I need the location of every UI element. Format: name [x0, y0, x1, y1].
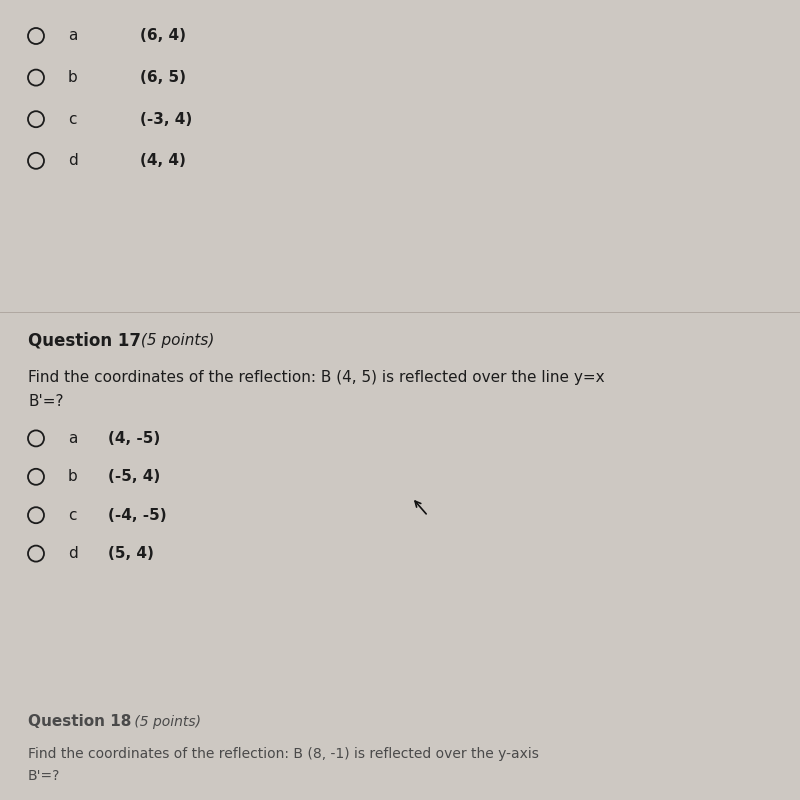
Text: a: a: [68, 29, 78, 43]
Text: (6, 4): (6, 4): [140, 29, 186, 43]
Text: (6, 5): (6, 5): [140, 70, 186, 85]
Text: B'=?: B'=?: [28, 769, 60, 783]
Text: (-3, 4): (-3, 4): [140, 112, 192, 126]
Text: c: c: [68, 112, 77, 126]
Text: Find the coordinates of the reflection: B (4, 5) is reflected over the line y=x: Find the coordinates of the reflection: …: [28, 370, 605, 385]
Text: (-4, -5): (-4, -5): [108, 508, 166, 522]
Text: Find the coordinates of the reflection: B (8, -1) is reflected over the y-axis: Find the coordinates of the reflection: …: [28, 746, 539, 761]
Text: d: d: [68, 546, 78, 561]
Text: (5, 4): (5, 4): [108, 546, 154, 561]
Text: b: b: [68, 470, 78, 484]
Text: b: b: [68, 70, 78, 85]
Text: (5 points): (5 points): [136, 333, 214, 347]
Text: d: d: [68, 154, 78, 168]
Text: (4, -5): (4, -5): [108, 431, 160, 446]
Text: Question 17: Question 17: [28, 331, 141, 349]
Text: Question 18: Question 18: [28, 714, 131, 729]
Text: c: c: [68, 508, 77, 522]
Text: (4, 4): (4, 4): [140, 154, 186, 168]
Text: a: a: [68, 431, 78, 446]
Text: (5 points): (5 points): [130, 714, 202, 729]
Text: (-5, 4): (-5, 4): [108, 470, 160, 484]
Text: B'=?: B'=?: [28, 394, 63, 409]
